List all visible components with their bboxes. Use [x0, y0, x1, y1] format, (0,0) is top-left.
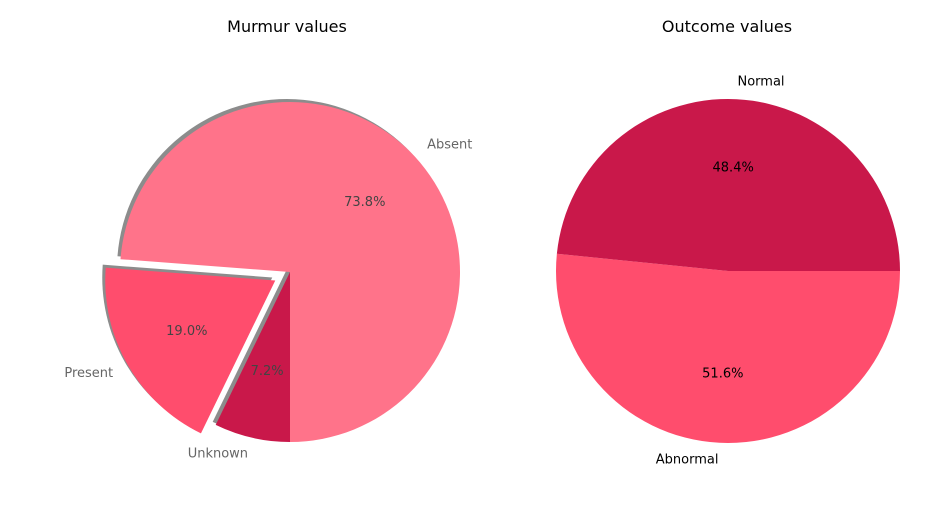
- slice-label: Normal: [738, 75, 785, 90]
- outcome-pie-chart: Outcome values Abnormal 51.6% Normal 48.4%: [556, 17, 900, 467]
- slice-label: Abnormal: [656, 452, 719, 467]
- slice-percent-label: 48.4%: [713, 160, 754, 175]
- pie-wedge-present: [105, 267, 276, 434]
- slice-label: Absent: [427, 137, 472, 152]
- slice-label: Unknown: [188, 447, 248, 462]
- pie-wedge-unknown: [215, 272, 290, 442]
- pie-wedge-absent: [120, 102, 461, 443]
- slice-label: Present: [64, 366, 113, 381]
- slice-percent-label: 7.2%: [251, 364, 284, 379]
- pie-wedge-abnormal: [556, 253, 900, 443]
- pie-wedge-normal: [556, 98, 900, 272]
- chart-title: Outcome values: [662, 17, 792, 36]
- chart-title: Murmur values: [227, 17, 347, 36]
- slice-percent-label: 19.0%: [166, 324, 207, 339]
- murmur-pie-chart: Murmur values Absent 73.8% Present 19.0% Unk…: [64, 17, 472, 462]
- slice-percent-label: 73.8%: [344, 195, 385, 210]
- slice-percent-label: 51.6%: [702, 367, 743, 382]
